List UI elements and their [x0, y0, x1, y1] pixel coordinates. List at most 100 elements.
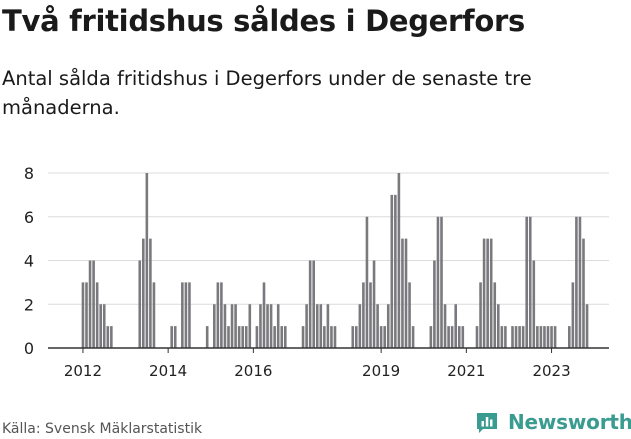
- bar: [461, 326, 465, 348]
- bar: [326, 304, 330, 348]
- y-tick-label: 8: [24, 164, 34, 183]
- bar: [482, 238, 486, 348]
- bar: [440, 216, 443, 348]
- bar: [248, 304, 252, 348]
- x-tick-label: 2021: [447, 362, 485, 380]
- bar: [266, 304, 269, 348]
- bar: [394, 194, 397, 348]
- bar: [486, 238, 489, 348]
- bar: [379, 326, 383, 348]
- bar: [99, 304, 102, 348]
- bar: [546, 326, 550, 348]
- bar: [436, 216, 440, 348]
- bar: [110, 326, 113, 348]
- bar: [447, 326, 450, 348]
- bar: [234, 304, 237, 348]
- bar: [81, 282, 85, 348]
- bar: [479, 282, 482, 348]
- newsworthy-logo[interactable]: Newsworthy: [475, 407, 631, 437]
- bar: [323, 326, 326, 348]
- bar: [518, 326, 521, 348]
- bar: [301, 326, 305, 348]
- bar: [454, 304, 457, 348]
- bar: [205, 326, 209, 348]
- bar: [237, 326, 241, 348]
- bar: [429, 326, 433, 348]
- bar: [489, 238, 493, 348]
- bar: [369, 282, 372, 348]
- bar: [92, 260, 95, 348]
- bar-chart-icon: [477, 413, 497, 433]
- bar: [138, 260, 142, 348]
- y-tick-label: 0: [24, 339, 34, 358]
- bar: [532, 260, 536, 348]
- bar: [568, 326, 571, 348]
- bar: [362, 282, 365, 348]
- chart-title: Två fritidshus såldes i Degerfors: [2, 4, 525, 38]
- bar: [312, 260, 315, 348]
- bar-chart: 0 2 4 6 8 2012 2014 2016 2019 2021 2023 2: [24, 0, 609, 380]
- bar: [390, 194, 394, 348]
- bar: [145, 173, 149, 348]
- bar: [223, 304, 227, 348]
- bar: [230, 304, 234, 348]
- bar: [457, 326, 461, 348]
- bar: [521, 326, 525, 348]
- bar: [95, 282, 99, 348]
- bar: [493, 282, 497, 348]
- bar: [365, 216, 369, 348]
- x-tick-label: 2023: [532, 362, 570, 380]
- bar: [102, 304, 106, 348]
- bar: [355, 326, 358, 348]
- bar: [575, 216, 578, 348]
- bar: [184, 282, 188, 348]
- bar: [255, 326, 259, 348]
- bar: [351, 326, 355, 348]
- x-tick-label: 2012: [64, 362, 102, 380]
- bars: [81, 173, 589, 348]
- bar: [216, 282, 220, 348]
- bar: [553, 326, 557, 348]
- bar: [241, 326, 244, 348]
- x-tick-label: 2014: [149, 362, 187, 380]
- bar: [308, 260, 312, 348]
- bar: [220, 282, 223, 348]
- bar: [149, 238, 152, 348]
- bar: [276, 304, 280, 348]
- bar: [319, 304, 323, 348]
- bar: [173, 326, 177, 348]
- bar: [578, 216, 582, 348]
- brand-name: Newsworthy: [508, 410, 631, 434]
- bar: [315, 304, 319, 348]
- bar: [401, 238, 404, 348]
- bar: [358, 304, 362, 348]
- bar: [411, 326, 415, 348]
- bar: [504, 326, 507, 348]
- chart-subtitle: Antal sålda fritidshus i Degerfors under…: [2, 67, 532, 119]
- data-label: 2: [589, 0, 600, 5]
- bar: [550, 326, 553, 348]
- bar: [525, 216, 528, 348]
- bar: [443, 304, 447, 348]
- bar: [372, 260, 376, 348]
- bar: [571, 282, 575, 348]
- axes: 0 2 4 6 8 2012 2014 2016 2019 2021 2023 2: [24, 0, 609, 380]
- bar: [305, 304, 308, 348]
- bar: [585, 304, 589, 348]
- bar: [213, 304, 216, 348]
- x-tick-label: 2019: [362, 362, 400, 380]
- y-tick-label: 4: [24, 252, 34, 271]
- y-tick-label: 2: [24, 295, 34, 314]
- bar: [433, 260, 436, 348]
- bar: [511, 326, 514, 348]
- bar: [333, 326, 337, 348]
- bar: [500, 326, 504, 348]
- bar: [404, 238, 408, 348]
- bar: [514, 326, 518, 348]
- bar: [536, 326, 539, 348]
- bar: [142, 238, 145, 348]
- bar: [170, 326, 173, 348]
- bar: [280, 326, 284, 348]
- bar: [181, 282, 184, 348]
- bar: [262, 282, 266, 348]
